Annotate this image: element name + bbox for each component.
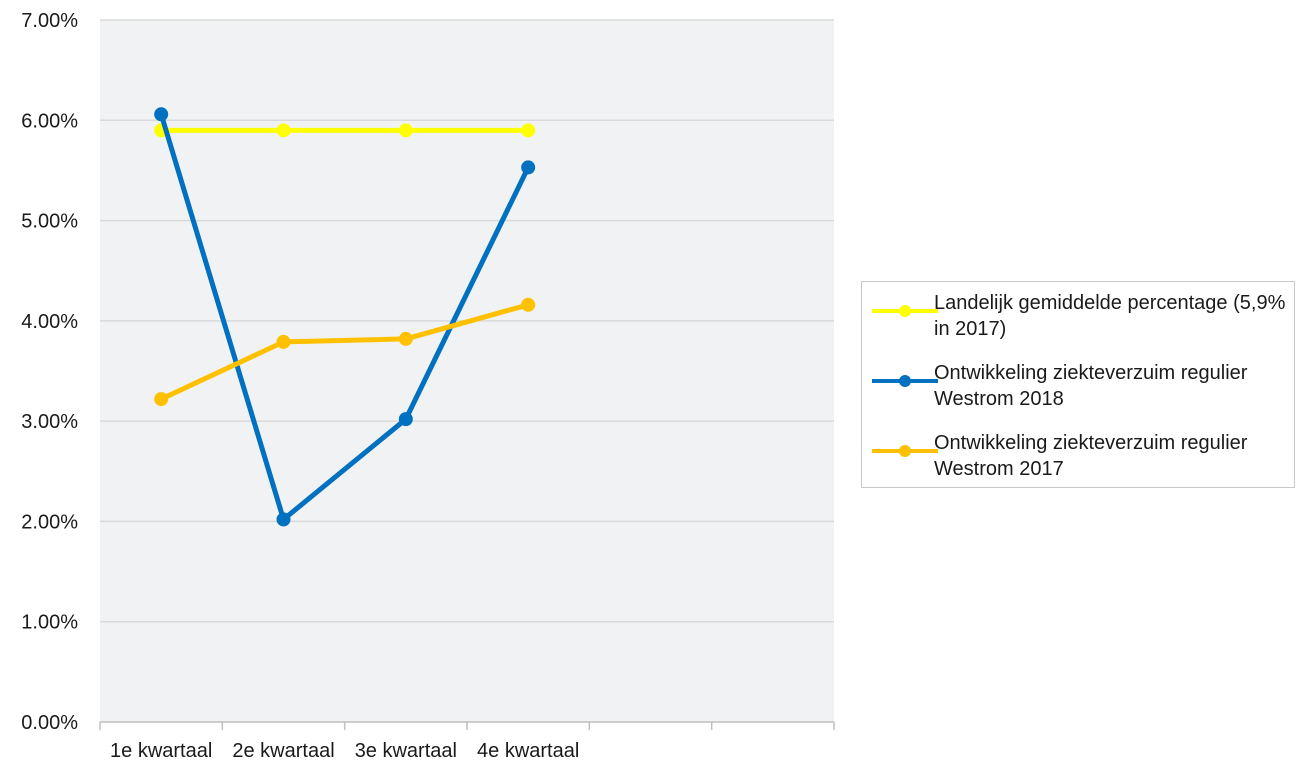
legend-swatch-westrom-2018 [872, 375, 938, 387]
data-point [521, 160, 536, 175]
plot-area [100, 20, 834, 722]
y-tick-label: 1.00% [21, 612, 78, 634]
data-point [276, 123, 291, 138]
x-tick-label: 4e kwartaal [477, 740, 579, 762]
x-tick-label: 2e kwartaal [232, 740, 334, 762]
data-point [276, 512, 291, 527]
y-tick-label: 3.00% [21, 411, 78, 433]
x-tick-label: 3e kwartaal [355, 740, 457, 762]
series-line-2 [158, 111, 531, 522]
legend-swatch-westrom-2017 [872, 445, 938, 457]
x-axis [99, 721, 835, 730]
y-tick-label: 0.00% [21, 712, 78, 734]
data-point [154, 392, 169, 407]
data-point [398, 331, 413, 346]
legend-label-westrom-2017: Ontwikkeling ziekteverzuim regulier West… [934, 432, 1248, 480]
legend-swatch-landelijk [872, 305, 938, 317]
y-tick-label: 4.00% [21, 311, 78, 333]
legend-label-westrom-2018: Ontwikkeling ziekteverzuim regulier West… [934, 362, 1248, 410]
y-tick-label: 7.00% [21, 10, 78, 32]
data-point [276, 334, 291, 349]
y-axis-tick-labels: 0.00% 1.00% 2.00% 3.00% 4.00% 5.00% 6.00% 7.00% [21, 10, 78, 734]
legend-label-landelijk: Landelijk gemiddelde percentage (5,9% in… [934, 292, 1286, 340]
y-tick-label: 2.00% [21, 511, 78, 533]
x-tick-label: 1e kwartaal [110, 740, 212, 762]
data-point [154, 107, 169, 122]
data-point [521, 297, 536, 312]
y-tick-label: 6.00% [21, 110, 78, 132]
data-point [521, 123, 536, 138]
series-line-3 [158, 302, 531, 402]
data-point [398, 123, 413, 138]
data-point [398, 412, 413, 427]
series-lines [154, 107, 536, 527]
y-tick-label: 5.00% [21, 211, 78, 233]
legend: Landelijk gemiddelde percentage (5,9% in… [861, 281, 1295, 488]
x-axis-tick-labels: 1e kwartaal 2e kwartaal 3e kwartaal 4e kwar… [110, 740, 579, 762]
